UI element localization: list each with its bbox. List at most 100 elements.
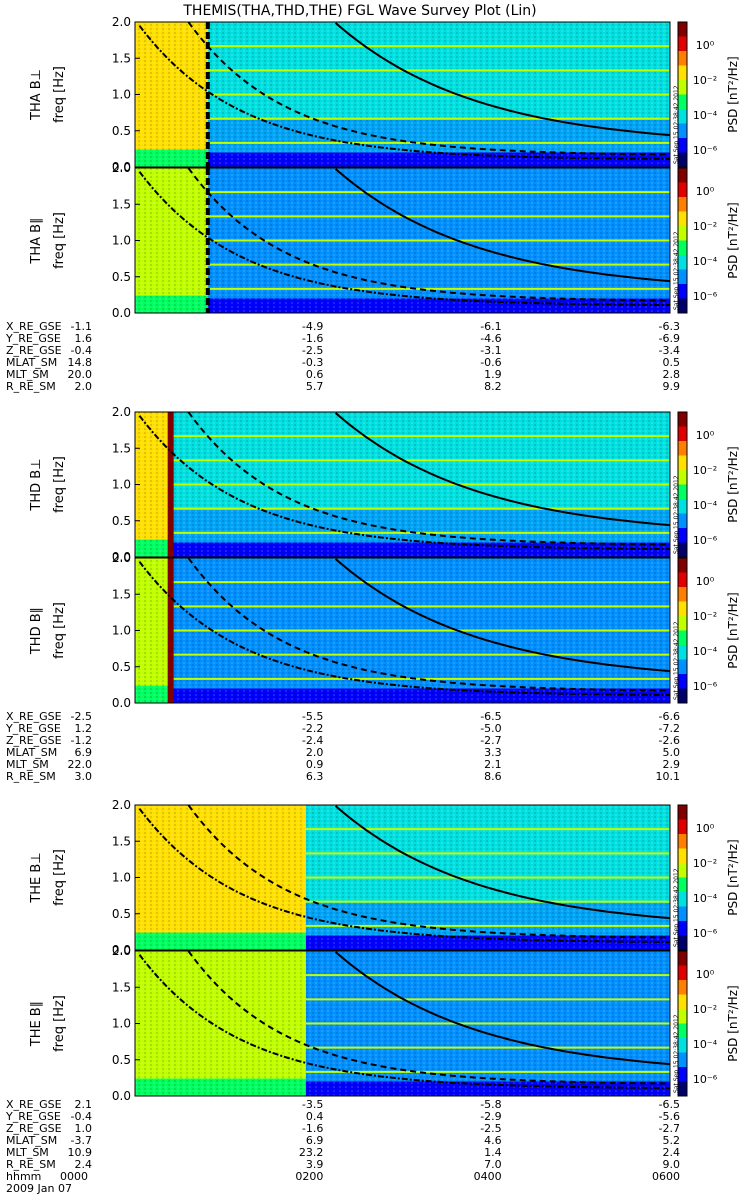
ephemeris-label: Z_RE_GSE (6, 1122, 62, 1135)
colorbar-segment (678, 412, 687, 427)
colorbar-tick-label: 10⁻⁴ (693, 645, 718, 658)
ephemeris-value: -2.5 (302, 344, 323, 357)
ephemeris-value: -5.5 (302, 710, 323, 723)
y-axis-label: freq [Hz] (52, 995, 67, 1052)
colorbar-segment (678, 1067, 687, 1082)
y-tick-label: 0.5 (112, 124, 131, 138)
ephemeris-table: X_RE_GSE -2.5 -5.5 -6.5 -6.6Y_RE_GSE 1.2 -2.2-… (5, 710, 680, 783)
colorbar-label: PSD [nT²/Hz] (726, 985, 740, 1061)
curve-solid (334, 558, 671, 673)
ephemeris-value: -2.4 (302, 734, 323, 747)
colorbar-segment (678, 80, 687, 95)
colorbar-segment (678, 470, 687, 485)
timestamp-stamp: Sat Sep 15 02:38:42 2012 (673, 868, 680, 947)
colorbar-segment (678, 211, 687, 227)
curve-dash-dot (138, 415, 670, 550)
colorbar-segment (678, 935, 687, 951)
y-tick-label: 1.5 (112, 197, 131, 211)
y-tick-label: 2.0 (112, 551, 131, 565)
colorbar-frame (677, 411, 688, 558)
colorbar-tick-label: 10⁻² (693, 857, 717, 870)
ephemeris-value: -6.3 (659, 320, 680, 333)
timestamp-stamp: Sat Sep 15 02:38:42 2012 (673, 475, 680, 554)
colorbar-segment (678, 226, 687, 241)
colorbar-segment (678, 182, 687, 198)
colorbar-segment (678, 994, 687, 1010)
ephemeris-value: -1.6 (302, 332, 323, 345)
y-tick-label: 0.5 (112, 514, 131, 528)
ephemeris-value: 0.9 (306, 758, 324, 771)
colorbar-segment (678, 805, 687, 820)
time-tick-label: 0400 (474, 1170, 502, 1183)
colorbar-segment (678, 441, 687, 456)
ephemeris-value: -3.4 (659, 344, 680, 357)
ephemeris-value: 14.8 (68, 356, 93, 369)
plot-title: THEMIS(THA,THD,THE) FGL Wave Survey Plot… (182, 3, 536, 19)
colorbar-frame (677, 21, 688, 168)
curve-dashed (187, 557, 671, 692)
probe-group-thd: 0.0 0.5 1.0 1.5 2.0 THD B⊥ freq [Hz] 10⁰ 10⁻² 10⁻… (5, 405, 740, 783)
ephemeris-value: -6.9 (659, 332, 680, 345)
spectrogram-panel: 0.0 0.5 1.0 1.5 2.0 THD B∥ freq [Hz] 10⁰ 10⁻² 10⁻… (29, 551, 740, 710)
colorbar-segment (678, 123, 687, 139)
timestamp-stamp: Sat Sep 15 02:38:42 2012 (673, 85, 680, 164)
colorbar-segment (678, 1038, 687, 1053)
y-tick-label: 0.0 (112, 160, 131, 174)
ephemeris-value: 8.6 (484, 770, 502, 783)
ephemeris-value: 3.3 (484, 746, 502, 759)
ephemeris-value: -2.5 (71, 710, 92, 723)
colorbar-tick-label: 10⁻⁴ (693, 1038, 718, 1051)
ephemeris-label: X_RE_GSE (6, 710, 62, 723)
ephemeris-value: 22.0 (68, 758, 93, 771)
colorbar-segment (678, 572, 687, 588)
y-tick-label: 1.5 (112, 51, 131, 65)
ephemeris-label: R_RE_SM (6, 1158, 56, 1171)
ephemeris-table: X_RE_GSE 2.1 -3.5 -5.8 -6.5 Y_RE_GSE -0.4 0.4 -2… (5, 1098, 680, 1171)
y-tick-label: 0.0 (112, 550, 131, 564)
colorbar-segment (678, 36, 687, 52)
colorbar-frame (677, 167, 688, 314)
ephemeris-value: 6.9 (306, 1134, 324, 1147)
ephemeris-value: -6.5 (480, 710, 501, 723)
colorbar-frame (677, 950, 688, 1097)
ephemeris-value: -3.7 (71, 1134, 92, 1147)
ephemeris-value: -1.2 (71, 734, 92, 747)
spectrogram-panel: 0.0 0.5 1.0 1.5 2.0 THD B⊥ freq [Hz] 10⁰ 10⁻² 10⁻… (29, 405, 740, 564)
ephemeris-value: -0.4 (71, 1110, 92, 1123)
ephemeris-value: 3.9 (306, 1158, 324, 1171)
probe-group-the: 0.0 0.5 1.0 1.5 2.0 THE B⊥ freq [Hz] 10⁰ 10⁻² 10⁻… (5, 798, 740, 1171)
curve-solid (334, 805, 671, 920)
ephemeris-value: 9.0 (663, 1158, 681, 1171)
colorbar-tick-label: 10⁻⁶ (693, 1073, 718, 1086)
colorbar-tick-label: 10⁻⁴ (693, 892, 718, 905)
colorbar-tick-label: 10⁻⁶ (693, 680, 718, 693)
ephemeris-value: -6.1 (480, 320, 501, 333)
ephemeris-label: MLAT_SM (6, 746, 57, 759)
colorbar-segment (678, 1009, 687, 1024)
ephemeris-label: MLAT_SM (6, 356, 57, 369)
ephemeris-value: 2.8 (663, 368, 681, 381)
colorbar-segment (678, 528, 687, 543)
y-tick-label: 1.5 (112, 587, 131, 601)
colorbar-segment (678, 630, 687, 646)
ephemeris-label: R_RE_SM (6, 770, 56, 783)
curve-solid (334, 412, 671, 527)
time-tick-label: 0200 (295, 1170, 323, 1183)
ephemeris-value: 5.0 (663, 746, 681, 759)
colorbar-segment (678, 51, 687, 66)
ephemeris-label: Y_RE_GSE (5, 332, 61, 345)
colorbar-segment (678, 921, 687, 936)
y-tick-label: 1.0 (112, 88, 131, 102)
colorbar-tick-label: 10⁰ (696, 968, 715, 981)
y-tick-label: 0.5 (112, 907, 131, 921)
colorbar-segment (678, 255, 687, 270)
ephemeris-value: -1.1 (71, 320, 92, 333)
ephemeris-value: -7.2 (659, 722, 680, 735)
spectrogram-panel: 0.0 0.5 1.0 1.5 2.0 THE B∥ freq [Hz] 10⁰ 10⁻² 10⁻… (29, 944, 740, 1103)
ephemeris-label: Z_RE_GSE (6, 344, 62, 357)
curve-dash-dot (138, 561, 670, 696)
y-tick-label: 0.0 (112, 696, 131, 710)
ephemeris-value: -5.0 (480, 722, 501, 735)
ephemeris-value: 5.7 (306, 380, 324, 393)
